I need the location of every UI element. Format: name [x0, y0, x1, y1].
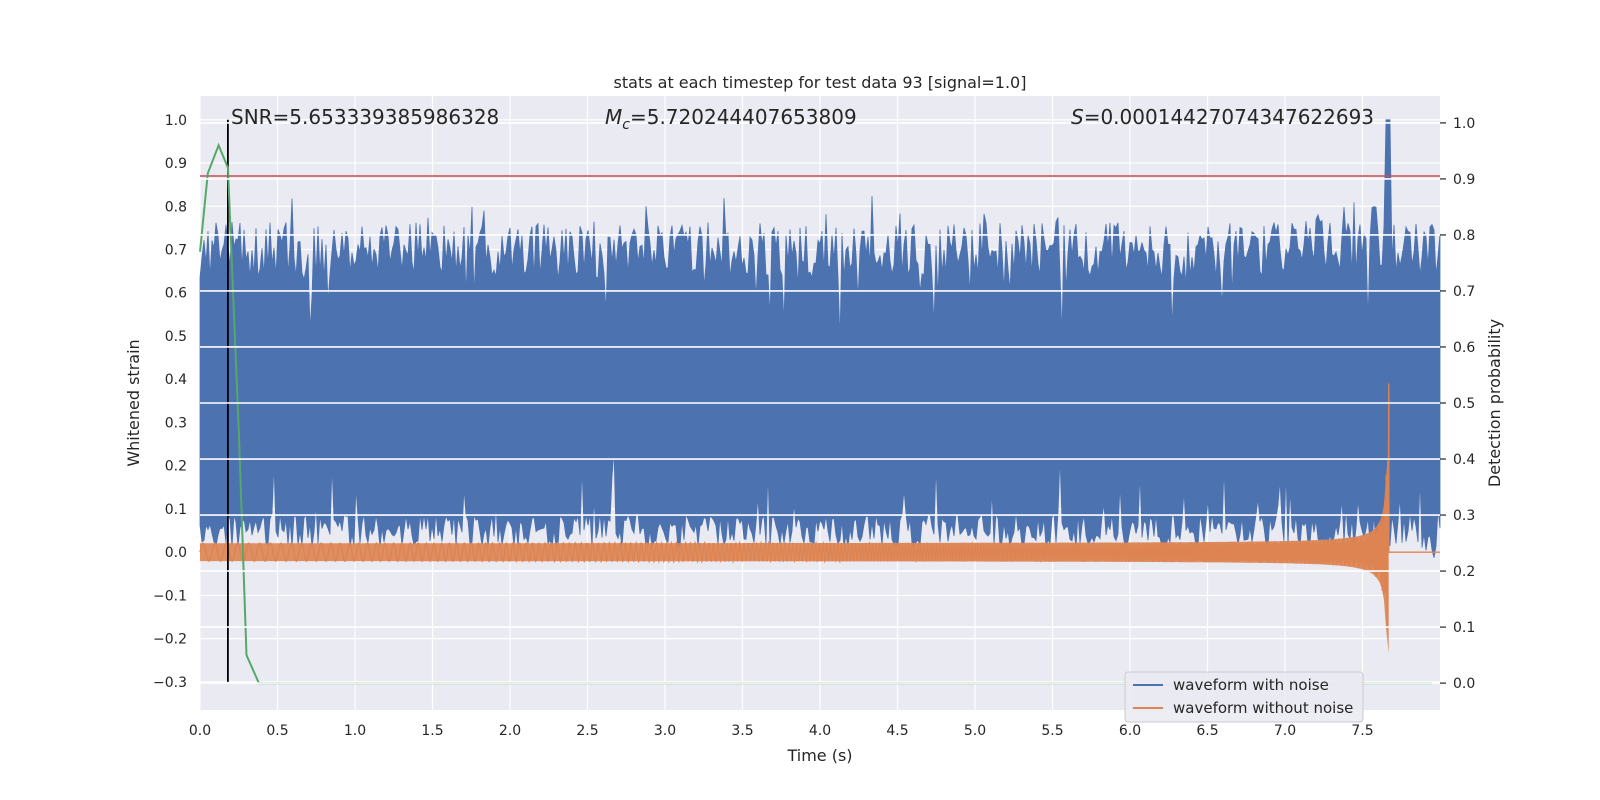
y-tick-label-left: 0.2: [165, 459, 187, 475]
legend: waveform with noise waveform without noi…: [1124, 671, 1364, 723]
y-tick-label-left: 0.1: [165, 502, 187, 518]
y-tick-label-left: 0.8: [165, 199, 187, 215]
x-tick-label: 3.0: [654, 723, 676, 739]
y-axis-label-right: Detection probability: [1485, 319, 1504, 487]
mc-annotation: Mc=5.720244407653809: [605, 105, 857, 133]
mc-symbol: M: [605, 105, 622, 129]
snr-annotation: SNR=5.653339385986328: [231, 105, 499, 129]
x-tick-label: 5.0: [964, 723, 986, 739]
chart-title: stats at each timestep for test data 93 …: [614, 73, 1027, 92]
x-tick-label: 1.0: [344, 723, 366, 739]
y-tick-label-left: −0.3: [153, 675, 187, 691]
x-tick-label: 6.0: [1119, 723, 1141, 739]
s-annotation: S=0.00014427074347622693: [1071, 105, 1374, 129]
mc-value: =5.720244407653809: [630, 105, 857, 129]
x-tick-label: 6.5: [1196, 723, 1218, 739]
x-tick-label: 2.5: [576, 723, 598, 739]
y-ticks-left: 1.0 0.9 0.8 0.7 0.6 0.5 0.4 0.3 0.2 0.1 0.0 −0.1 −0.…: [153, 113, 187, 691]
y-tick-label-left: 0.5: [165, 329, 187, 345]
y-tick-label-right: 0.6: [1453, 340, 1475, 356]
s-symbol: S: [1071, 105, 1084, 129]
x-tick-label: 4.0: [809, 723, 831, 739]
y-tick-label-right: 0.1: [1453, 620, 1475, 636]
y-axis-label-left: Whitened strain: [124, 339, 143, 466]
y-tick-label-right: 0.0: [1453, 676, 1475, 692]
x-tick-label: 4.5: [886, 723, 908, 739]
x-tick-label: 5.5: [1041, 723, 1063, 739]
x-tick-label: 2.0: [499, 723, 521, 739]
x-tick-label: 7.5: [1351, 723, 1373, 739]
y-tick-label-left: 0.6: [165, 286, 187, 302]
y-tick-label-left: 0.0: [165, 545, 187, 561]
series-layer: [199, 119, 1441, 685]
series-waveform-with-noise: [199, 119, 1441, 558]
y-tick-label-left: 0.3: [165, 415, 187, 431]
x-tick-label: 3.5: [731, 723, 753, 739]
x-ticks: 0.0 0.5 1.0 1.5 2.0 2.5 3.0 3.5 4.0 4.5 5.0 5.5 6.0 6…: [189, 723, 1374, 739]
x-tick-label: 0.5: [266, 723, 288, 739]
y-tick-label-right: 0.8: [1453, 228, 1475, 244]
y-tick-label-right: 0.5: [1453, 396, 1475, 412]
series-detection-probability: [199, 142, 1433, 685]
y-tick-label-right: 0.7: [1453, 284, 1475, 300]
y-tick-label-left: 0.7: [165, 243, 187, 259]
legend-label-clean: waveform without noise: [1173, 699, 1353, 717]
x-tick-label: 0.0: [189, 723, 211, 739]
mc-subscript: c: [622, 117, 630, 133]
x-tick-label: 7.0: [1274, 723, 1296, 739]
x-axis-label: Time (s): [786, 746, 852, 765]
y-tick-label-right: 0.3: [1453, 508, 1475, 524]
legend-box: [1124, 671, 1364, 723]
y-tick-label-right: 0.4: [1453, 452, 1475, 468]
y-tick-label-right: 0.9: [1453, 172, 1475, 188]
y-tick-label-left: 1.0: [165, 113, 187, 129]
x-tick-label: 1.5: [421, 723, 443, 739]
y-tick-label-right: 1.0: [1453, 116, 1475, 132]
y-tick-label-right: 0.2: [1453, 564, 1475, 580]
y-tick-label-left: −0.2: [153, 632, 187, 648]
s-value: =0.00014427074347622693: [1084, 105, 1374, 129]
y-tick-label-left: 0.9: [165, 156, 187, 172]
y-tick-label-left: 0.4: [165, 372, 187, 388]
legend-label-noise: waveform with noise: [1173, 676, 1329, 694]
series-waveform-without-noise: [199, 383, 1440, 629]
y-tick-label-left: −0.1: [153, 588, 187, 604]
y-ticks-right: 1.0 0.9 0.8 0.7 0.6 0.5 0.4 0.3 0.2 0.1 0.0: [1440, 116, 1475, 692]
